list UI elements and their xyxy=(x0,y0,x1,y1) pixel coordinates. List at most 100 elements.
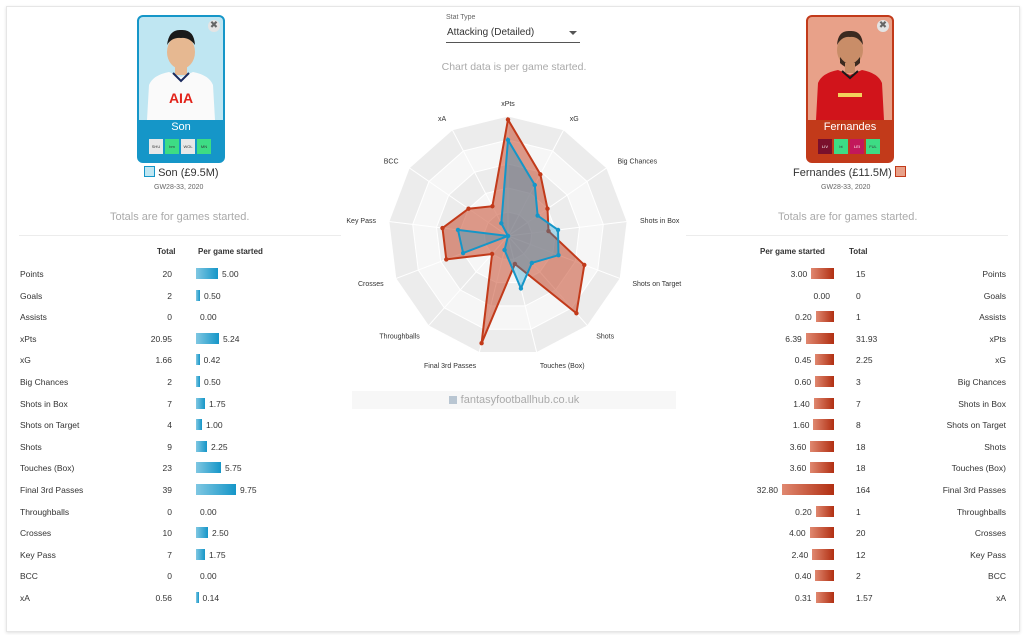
stats-table-right: Per game started Total 3.00 15 Points 0.00 0… xyxy=(686,235,1008,603)
legend-swatch-left xyxy=(144,166,155,177)
stat-bar xyxy=(815,376,834,387)
stat-total: 3 xyxy=(856,377,861,387)
stat-total: 2 xyxy=(856,571,861,582)
stat-per-game: 1.75 xyxy=(209,398,226,409)
stat-per-game: 0.45 xyxy=(794,355,812,366)
header-total-right: Total xyxy=(849,247,868,256)
stat-bar xyxy=(813,419,834,431)
stats-table-left: Total Per game started Points 20 5.00 Goals… xyxy=(19,235,341,603)
table-row: 3.60 18 Touches (Box) xyxy=(686,458,1008,479)
stat-per-game: 3.60 xyxy=(789,441,807,452)
fixture-left-4: MN xyxy=(197,139,211,154)
table-row: 0.31 1.57 xA xyxy=(686,588,1008,609)
fixture-right-3: LEI xyxy=(850,139,864,154)
stat-label: Throughballs xyxy=(956,506,1006,517)
stat-per-game: 5.00 xyxy=(222,269,239,279)
radar-axis-label: Shots in Box xyxy=(640,218,680,225)
stat-total: 9 xyxy=(167,441,172,452)
player-card-right[interactable]: ✖ Fernandes LIV bt LEI FUL xyxy=(806,15,894,163)
stat-bar xyxy=(815,354,834,366)
stat-label: Key Pass xyxy=(970,549,1006,560)
stat-bar xyxy=(805,332,834,344)
stat-per-game: 0.31 xyxy=(794,593,812,603)
gameweek-range-left: GW28-33, 2020 xyxy=(154,184,204,191)
stat-bar xyxy=(810,440,834,452)
header-per-game-right: Per game started xyxy=(760,247,825,256)
table-row: 0.20 1 Assists xyxy=(686,307,1008,328)
radar-point-son xyxy=(499,221,504,226)
stat-total: 15 xyxy=(856,269,866,279)
radar-axis-label: Shots on Target xyxy=(632,281,681,288)
stat-label: Touches (Box) xyxy=(951,463,1006,474)
stat-total: 7 xyxy=(167,398,172,409)
stat-total: 10 xyxy=(162,528,172,539)
stat-bar xyxy=(196,376,200,387)
stat-per-game: 0.20 xyxy=(795,506,812,517)
stat-per-game: 1.00 xyxy=(206,420,223,431)
stat-per-game: 5.24 xyxy=(222,333,240,344)
player-card-left[interactable]: AIA ✖ Son SHU bm WOL MN xyxy=(137,15,225,163)
radar-point-fernandes xyxy=(489,251,495,257)
brand-logo-icon xyxy=(448,396,457,404)
jersey-sponsor-left: AIA xyxy=(169,90,193,106)
stat-bar xyxy=(815,505,834,517)
radar-axis-label: Throughballs xyxy=(379,334,420,341)
stat-per-game: 2.50 xyxy=(212,528,229,539)
stat-total: 20 xyxy=(162,269,172,279)
radar-point-fernandes xyxy=(546,228,551,234)
stat-label: xPts xyxy=(20,333,37,344)
stat-label: Touches (Box) xyxy=(20,463,75,474)
stat-total: 164 xyxy=(856,485,871,495)
stat-label: Goals xyxy=(20,290,43,301)
stat-type-select[interactable]: Attacking (Detailed) xyxy=(446,25,580,43)
stat-bar xyxy=(810,462,834,474)
radar-point-son xyxy=(535,213,540,218)
radar-axis-label: Crosses xyxy=(358,281,384,288)
stat-type-label: Stat Type xyxy=(446,14,476,21)
stat-label: xPts xyxy=(989,333,1006,344)
remove-player-left-button[interactable]: ✖ xyxy=(208,20,220,32)
stat-total: 2.25 xyxy=(856,355,873,366)
stat-label: Crosses xyxy=(20,528,52,539)
player-subtitle-left-text: Son (£9.5M) xyxy=(158,167,219,179)
fixture-left-2: bm xyxy=(165,139,179,154)
stat-label: Assists xyxy=(20,312,47,323)
stat-total: 8 xyxy=(856,420,861,431)
table-row: 1.40 7 Shots in Box xyxy=(686,394,1008,415)
stat-bar xyxy=(815,592,834,603)
stat-bar xyxy=(196,419,202,431)
radar-axis-label: Big Chances xyxy=(617,158,657,165)
player-subtitle-right-text: Fernandes (£11.5M) xyxy=(793,167,892,179)
player-photo-left: AIA xyxy=(139,17,223,120)
stat-per-game: 6.39 xyxy=(785,333,802,344)
stat-label: Shots xyxy=(984,441,1006,452)
radar-point-fernandes xyxy=(582,262,587,268)
brand-watermark: fantasyfootballhub.co.uk xyxy=(352,391,676,409)
radar-point-son xyxy=(518,286,524,291)
stat-label: Shots xyxy=(20,441,42,452)
stat-bar xyxy=(196,397,205,409)
stat-per-game: 0.00 xyxy=(813,290,830,301)
stat-per-game: 0.60 xyxy=(794,377,812,387)
stat-per-game: 0.00 xyxy=(200,506,217,517)
radar-axis-label: Final 3rd Passes xyxy=(424,363,477,370)
stat-total: 12 xyxy=(856,549,866,560)
stat-per-game: 1.40 xyxy=(793,398,810,409)
player-name-left: Son xyxy=(171,121,191,133)
stat-per-game: 0.20 xyxy=(795,312,812,323)
stat-total: 18 xyxy=(856,463,866,474)
stat-per-game: 32.80 xyxy=(756,485,778,495)
stat-total: 0 xyxy=(856,290,861,301)
stat-bar xyxy=(196,268,218,279)
stat-total: 31.93 xyxy=(856,333,878,344)
stat-label: Throughballs xyxy=(20,506,70,517)
stat-bar xyxy=(196,527,208,539)
radar-point-fernandes xyxy=(440,225,445,231)
remove-player-right-button[interactable]: ✖ xyxy=(877,20,889,32)
radar-point-fernandes xyxy=(490,204,495,209)
stat-per-game: 5.75 xyxy=(225,463,242,474)
stat-label: BCC xyxy=(988,571,1006,582)
stat-label: Key Pass xyxy=(20,549,56,560)
radar-point-fernandes xyxy=(505,117,511,122)
stat-total: 23 xyxy=(162,463,172,474)
